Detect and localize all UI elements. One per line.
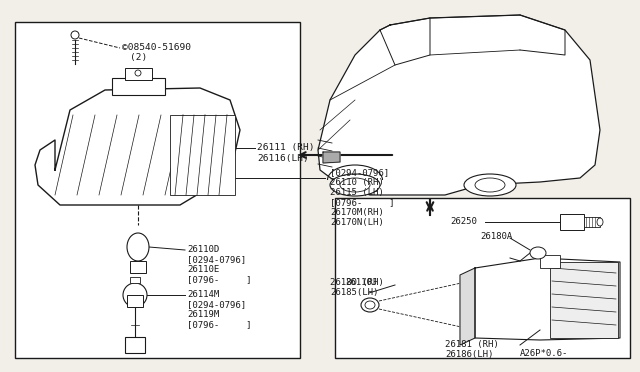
Text: 26110 (RH): 26110 (RH) (330, 178, 384, 187)
Bar (125, 337, 145, 353)
Text: [0796-     ]: [0796- ] (330, 198, 394, 207)
Text: 26116(LH): 26116(LH) (257, 154, 308, 163)
Text: 26110J: 26110J (345, 278, 377, 287)
Text: 26181 (RH): 26181 (RH) (445, 340, 499, 349)
Text: [0294-0796]: [0294-0796] (187, 300, 246, 309)
Circle shape (123, 283, 147, 307)
Bar (170, 115, 235, 195)
Ellipse shape (530, 247, 546, 259)
Ellipse shape (361, 298, 379, 312)
Text: [0294-0796]: [0294-0796] (330, 168, 389, 177)
Bar (560, 214, 584, 230)
Text: ©08540-51690: ©08540-51690 (122, 43, 191, 52)
Text: 26180 (RH): 26180 (RH) (330, 278, 384, 287)
Polygon shape (460, 268, 475, 345)
Text: 26110E: 26110E (187, 265, 220, 274)
Text: (2): (2) (130, 53, 147, 62)
Polygon shape (475, 258, 620, 340)
Bar (125, 68, 152, 80)
Text: 26185(LH): 26185(LH) (330, 288, 378, 297)
Polygon shape (318, 15, 600, 195)
Circle shape (71, 31, 79, 39)
Circle shape (135, 70, 141, 76)
Bar (540, 255, 560, 268)
Text: 26170M(RH): 26170M(RH) (330, 208, 384, 217)
Text: 26186(LH): 26186(LH) (445, 350, 493, 359)
Text: 26110D: 26110D (187, 245, 220, 254)
Bar (130, 277, 140, 283)
Text: [0294-0796]: [0294-0796] (187, 255, 246, 264)
Text: 26250: 26250 (450, 217, 477, 226)
Bar (584, 217, 600, 227)
Polygon shape (35, 88, 240, 205)
Bar (127, 295, 143, 307)
Ellipse shape (127, 233, 149, 261)
Text: 26180A: 26180A (480, 232, 512, 241)
Text: A26P*0.6-: A26P*0.6- (520, 349, 568, 358)
Text: 26111 (RH): 26111 (RH) (257, 143, 314, 152)
Text: 26119M: 26119M (187, 310, 220, 319)
Bar (130, 261, 146, 273)
Ellipse shape (597, 218, 603, 226)
Bar (112, 78, 165, 95)
Text: [0796-     ]: [0796- ] (187, 275, 252, 284)
Text: 26170N(LH): 26170N(LH) (330, 218, 384, 227)
Ellipse shape (475, 178, 505, 192)
Bar (335, 198, 630, 358)
Bar (550, 262, 618, 338)
Text: [0796-     ]: [0796- ] (187, 320, 252, 329)
Bar (15, 22, 300, 358)
Ellipse shape (340, 178, 370, 192)
Polygon shape (323, 152, 340, 163)
Text: 26115 (LH): 26115 (LH) (330, 188, 384, 197)
Ellipse shape (464, 174, 516, 196)
Ellipse shape (330, 174, 380, 196)
Text: 26114M: 26114M (187, 290, 220, 299)
Ellipse shape (365, 301, 375, 309)
